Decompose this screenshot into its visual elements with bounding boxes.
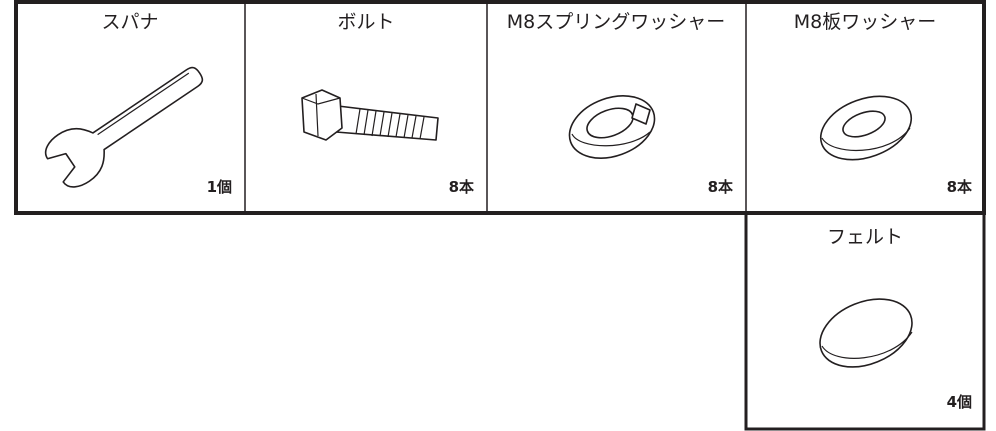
part-quantity: 8本 (708, 178, 733, 196)
part-name: M8スプリングワッシャー (507, 11, 725, 33)
felt-icon (819, 298, 913, 368)
part-quantity: 8本 (449, 178, 474, 196)
part-quantity: 4個 (947, 393, 972, 411)
part-name: フェルト (827, 226, 903, 248)
part-name: M8板ワッシャー (794, 11, 936, 33)
parts-frame (14, 0, 986, 215)
spring-washer-icon (568, 95, 656, 159)
bolt-icon (301, 89, 439, 141)
part-name: ボルト (337, 11, 394, 33)
part-quantity: 1個 (207, 178, 232, 196)
flat-washer-icon (819, 95, 913, 161)
felt-frame (744, 211, 986, 431)
wrench-icon (44, 66, 204, 188)
part-quantity: 8本 (947, 178, 972, 196)
part-name: スパナ (101, 11, 158, 33)
